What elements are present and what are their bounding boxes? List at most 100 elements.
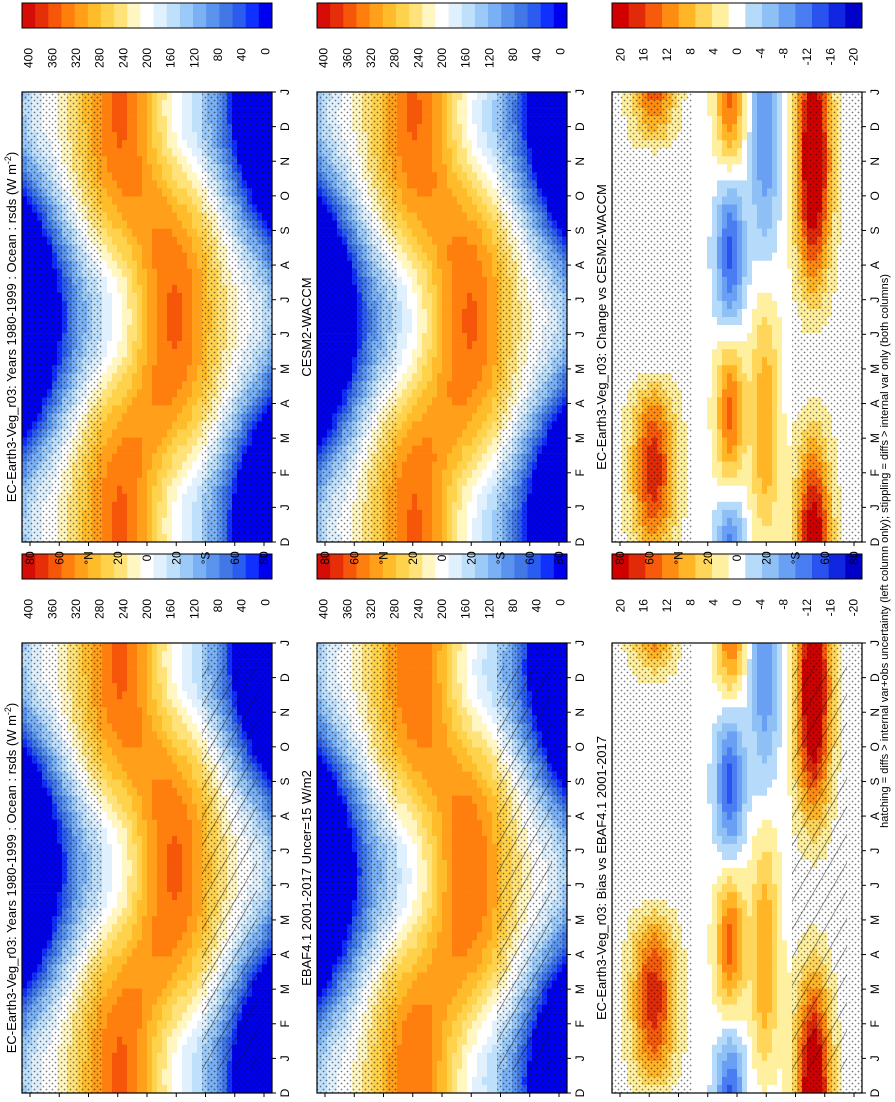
heatmap-cell xyxy=(452,683,458,692)
colorbar-swatch xyxy=(474,554,489,579)
heatmap-cell xyxy=(137,908,143,917)
heatmap-cell xyxy=(162,747,168,756)
heatmap-cell xyxy=(427,964,433,973)
heatmap-cell xyxy=(177,916,183,925)
heatmap-cell xyxy=(137,803,143,813)
heatmap-cell xyxy=(182,892,188,901)
heatmap-cell xyxy=(482,643,488,652)
heatmap-cell xyxy=(462,651,468,660)
heatmap-cell xyxy=(422,763,428,772)
heatmap-cell xyxy=(157,747,163,756)
heatmap-cell xyxy=(417,972,423,981)
heatmap-cell xyxy=(397,819,403,829)
heatmap-cell xyxy=(132,747,138,756)
heatmap-cell xyxy=(137,851,143,861)
heatmap-cell xyxy=(142,1084,148,1094)
heatmap-cell xyxy=(477,972,483,981)
heatmap-cell xyxy=(172,892,178,901)
heatmap-cell xyxy=(177,900,183,909)
heatmap-cell xyxy=(107,787,113,796)
heatmap-cell xyxy=(417,876,423,885)
heatmap-cell xyxy=(182,675,188,684)
heatmap-cell xyxy=(427,1012,433,1021)
heatmap-cell xyxy=(102,884,108,893)
heatmap-cell xyxy=(177,908,183,917)
heatmap-cell xyxy=(487,827,493,837)
colorbar-tick-label: 160 xyxy=(459,599,473,619)
heatmap-cell xyxy=(107,1004,113,1013)
heatmap-cell xyxy=(117,956,123,965)
heatmap-cell xyxy=(447,988,453,997)
heatmap-cell xyxy=(422,1060,428,1070)
heatmap-cell xyxy=(112,876,118,885)
heatmap-cell xyxy=(422,948,428,957)
heatmap-cell xyxy=(187,868,193,877)
heatmap-cell xyxy=(147,1036,153,1046)
heatmap-cell xyxy=(457,1068,463,1078)
heatmap-cell xyxy=(432,699,438,708)
heatmap-cell xyxy=(117,715,123,724)
heatmap-cell xyxy=(157,932,163,941)
heatmap-cell xyxy=(442,884,448,893)
heatmap-cell xyxy=(157,851,163,861)
heatmap-cell xyxy=(132,924,138,933)
heatmap-cell xyxy=(117,1020,123,1030)
heatmap-cell xyxy=(157,1036,163,1046)
heatmap-cell xyxy=(407,859,413,869)
heatmap-cell xyxy=(152,683,158,692)
heatmap-cell xyxy=(477,996,483,1005)
heatmap-cell xyxy=(137,723,143,732)
heatmap-cell xyxy=(157,924,163,933)
heatmap-cell xyxy=(177,1076,183,1086)
heatmap-cell xyxy=(432,771,438,780)
heatmap-cell xyxy=(182,924,188,933)
heatmap-cell xyxy=(107,795,113,805)
heatmap-cell xyxy=(462,996,468,1005)
heatmap-cell xyxy=(422,835,428,845)
heatmap-cell xyxy=(482,1044,488,1054)
heatmap-cell xyxy=(467,956,473,965)
heatmap-cell xyxy=(177,932,183,941)
heatmap-cell xyxy=(427,924,433,933)
heatmap-cell xyxy=(402,747,408,756)
heatmap-cell xyxy=(447,1012,453,1021)
heatmap-cell xyxy=(487,755,493,764)
heatmap-cell xyxy=(187,747,193,756)
heatmap-cell xyxy=(452,892,458,901)
heatmap-cell xyxy=(427,667,433,676)
heatmap-cell xyxy=(192,932,198,941)
heatmap-cell xyxy=(192,715,198,724)
heatmap-cell xyxy=(122,771,128,780)
heatmap-cell xyxy=(462,932,468,941)
heatmap-cell xyxy=(112,892,118,901)
heatmap-cell xyxy=(197,884,203,893)
heatmap-cell xyxy=(492,1052,498,1062)
heatmap-cell xyxy=(137,988,143,997)
heatmap-cell xyxy=(407,1044,413,1054)
heatmap-cell xyxy=(117,851,123,861)
heatmap-cell xyxy=(162,835,168,845)
heatmap-cell xyxy=(482,851,488,861)
heatmap-cell xyxy=(127,811,133,821)
heatmap-cell xyxy=(112,651,118,660)
heatmap-cell xyxy=(192,940,198,949)
heatmap-cell xyxy=(452,699,458,708)
heatmap-cell xyxy=(422,1068,428,1078)
heatmap-cell xyxy=(172,795,178,805)
heatmap-cell xyxy=(477,859,483,869)
heatmap-cell xyxy=(477,683,483,692)
heatmap-cell xyxy=(432,835,438,845)
heatmap-cell xyxy=(157,1012,163,1021)
heatmap-cell xyxy=(147,1004,153,1013)
heatmap-cell xyxy=(112,868,118,877)
heatmap-cell xyxy=(142,1060,148,1070)
heatmap-cell xyxy=(462,771,468,780)
heatmap-cell xyxy=(132,1084,138,1094)
heatmap-cell xyxy=(132,980,138,989)
heatmap-cell xyxy=(492,988,498,997)
heatmap-cell xyxy=(182,972,188,981)
heatmap-cell xyxy=(192,916,198,925)
heatmap-cell xyxy=(152,859,158,869)
heatmap-cell xyxy=(102,819,108,829)
